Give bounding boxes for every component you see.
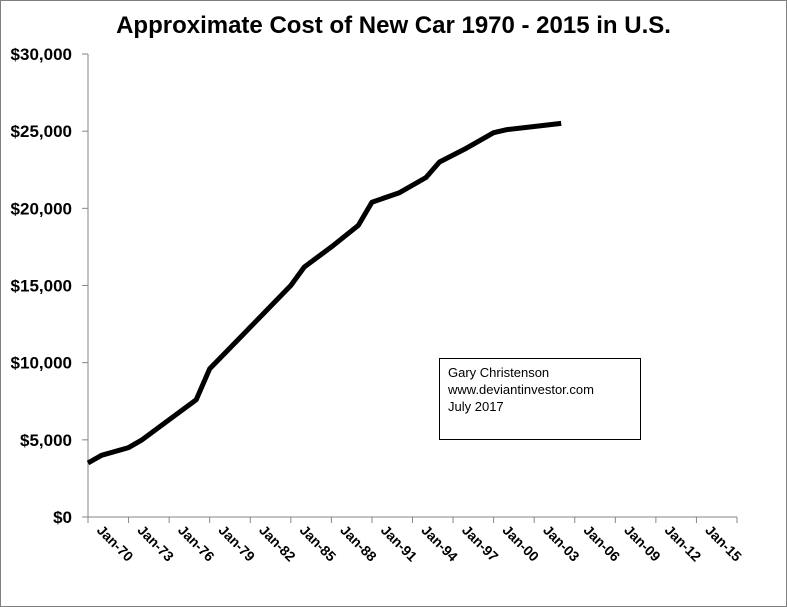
x-axis-ticks: Jan-70Jan-73Jan-76Jan-79Jan-82Jan-85Jan-… (87, 517, 745, 565)
x-tick-label: Jan-00 (500, 522, 543, 565)
annotation-website: www.deviantinvestor.com (448, 382, 594, 397)
series-line (86, 120, 562, 466)
x-tick-label: Jan-76 (175, 522, 218, 565)
y-axis-ticks: $0 $5,000 $10,000 $15,000 $20,000 $25,000 $30,… (11, 45, 88, 527)
x-tick-label: Jan-88 (337, 522, 380, 565)
x-tick-label: Jan-85 (297, 522, 340, 565)
annotation-date: July 2017 (448, 399, 504, 414)
x-tick-label: Jan-94 (418, 522, 461, 565)
annotation-box: Gary Christenson www.deviantinvestor.com… (439, 358, 641, 440)
y-tick-label: $30,000 (11, 45, 72, 64)
x-tick-label: Jan-15 (702, 522, 745, 565)
series-layer (86, 120, 562, 466)
x-tick-label: Jan-03 (540, 522, 583, 565)
y-tick-label: $0 (53, 508, 72, 527)
y-tick-label: $5,000 (20, 431, 72, 450)
x-tick-label: Jan-70 (94, 522, 137, 565)
y-tick-label: $10,000 (11, 354, 72, 373)
x-tick-label: Jan-06 (581, 522, 624, 565)
x-tick-label: Jan-12 (662, 522, 705, 565)
x-tick-label: Jan-91 (378, 522, 421, 565)
x-tick-label: Jan-73 (134, 522, 177, 565)
y-tick-label: $20,000 (11, 199, 72, 218)
x-tick-label: Jan-97 (459, 522, 502, 565)
x-tick-label: Jan-82 (256, 522, 299, 565)
annotation-author: Gary Christenson (448, 365, 550, 380)
x-tick-label: Jan-79 (216, 522, 259, 565)
axes (87, 54, 737, 518)
y-tick-label: $15,000 (11, 277, 72, 296)
chart-title: Approximate Cost of New Car 1970 - 2015 … (116, 12, 671, 39)
x-tick-label: Jan-09 (621, 522, 664, 565)
y-tick-label: $25,000 (11, 122, 72, 141)
